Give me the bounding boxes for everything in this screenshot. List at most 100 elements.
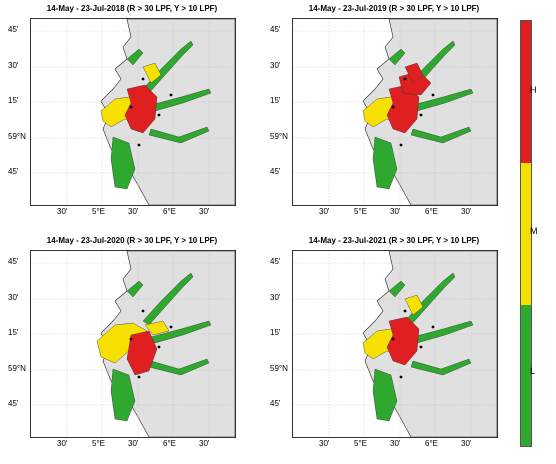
lat-tick-label: 30' — [8, 61, 19, 70]
lat-tick-label: 45' — [8, 399, 19, 408]
panel-title: 14-May - 23-Jul-2020 (R > 30 LPF, Y > 10… — [46, 236, 218, 245]
lat-tick-label: 15' — [8, 328, 19, 337]
lon-tick-label: 5°E — [92, 439, 105, 448]
risk-area-medium-north — [144, 320, 170, 336]
lon-tick-label: 30' — [199, 439, 210, 448]
farm-marker — [169, 93, 173, 97]
lon-tick-label: 6°E — [425, 207, 438, 216]
fjord-arm-east — [150, 320, 212, 344]
colorbar-segment-h — [521, 21, 531, 163]
farm-marker — [169, 325, 173, 329]
farm-marker — [129, 337, 133, 341]
map-frame — [30, 250, 236, 438]
farm-marker — [403, 77, 407, 81]
fjord-arm-northwest — [126, 280, 144, 298]
lat-tick-label: 15' — [270, 328, 281, 337]
lon-tick-label: 5°E — [354, 207, 367, 216]
map-svg — [31, 19, 235, 205]
farm-marker — [399, 375, 403, 379]
lat-tick-label: 59°N — [8, 132, 26, 141]
lon-tick-label: 30' — [319, 439, 330, 448]
fjord-arm-southeast — [410, 358, 472, 376]
farm-marker — [391, 337, 395, 341]
fjord-arm-north — [404, 272, 456, 326]
lon-tick-label: 30' — [199, 207, 210, 216]
fjord-arm-south — [110, 136, 136, 190]
colorbar-segment-m — [521, 163, 531, 305]
lon-tick-label: 30' — [57, 439, 68, 448]
fjord-arm-northwest — [388, 280, 406, 298]
lat-tick-label: 45' — [270, 167, 281, 176]
lat-tick-label: 45' — [270, 399, 281, 408]
risk-area-medium-arm — [404, 294, 424, 316]
fjord-arm-northwest — [126, 48, 144, 66]
panel-title: 14-May - 23-Jul-2018 (R > 30 LPF, Y > 10… — [46, 4, 218, 13]
lon-tick-label: 30' — [128, 439, 139, 448]
panel-title: 14-May - 23-Jul-2021 (R > 30 LPF, Y > 10… — [308, 236, 480, 245]
fjord-arm-north — [142, 272, 194, 326]
lat-tick-label: 15' — [8, 96, 19, 105]
risk-area-high — [386, 316, 420, 366]
colorbar-label-m: M — [530, 226, 538, 236]
farm-marker — [157, 113, 161, 117]
map-panel-3: 14-May - 23-Jul-2020 (R > 30 LPF, Y > 10… — [0, 232, 260, 462]
fjord-arm-south — [372, 368, 398, 422]
lon-tick-label: 30' — [57, 207, 68, 216]
lat-tick-label: 45' — [270, 257, 281, 266]
panel-title: 14-May - 23-Jul-2019 (R > 30 LPF, Y > 10… — [308, 4, 480, 13]
lat-tick-label: 59°N — [270, 364, 288, 373]
farm-marker — [141, 77, 145, 81]
farm-marker — [403, 309, 407, 313]
lat-tick-label: 30' — [8, 293, 19, 302]
lon-tick-label: 6°E — [163, 439, 176, 448]
map-svg — [31, 251, 235, 437]
map-svg — [293, 251, 497, 437]
colorbar-segment-l — [521, 305, 531, 446]
risk-area-high-arm — [404, 62, 424, 84]
risk-area-high — [126, 330, 158, 376]
colorbar-label-h: H — [530, 85, 537, 95]
map-panel-4: 14-May - 23-Jul-2021 (R > 30 LPF, Y > 10… — [262, 232, 522, 462]
lon-tick-label: 30' — [461, 207, 472, 216]
lat-tick-label: 45' — [270, 25, 281, 34]
colorbar-label-l: L — [530, 366, 536, 376]
lon-tick-label: 6°E — [163, 207, 176, 216]
lat-tick-label: 59°N — [8, 364, 26, 373]
farm-marker — [419, 113, 423, 117]
lat-tick-label: 59°N — [270, 132, 288, 141]
farm-marker — [431, 93, 435, 97]
farm-marker — [399, 143, 403, 147]
lon-tick-label: 30' — [390, 207, 401, 216]
map-frame — [292, 250, 498, 438]
lon-tick-label: 6°E — [425, 439, 438, 448]
lat-tick-label: 45' — [8, 25, 19, 34]
lon-tick-label: 5°E — [354, 439, 367, 448]
fjord-arm-southeast — [410, 126, 472, 144]
lon-tick-label: 30' — [461, 439, 472, 448]
farm-marker — [141, 309, 145, 313]
fjord-arm-north — [142, 40, 194, 94]
lat-tick-label: 15' — [270, 96, 281, 105]
lon-tick-label: 30' — [128, 207, 139, 216]
farm-marker — [431, 325, 435, 329]
farm-marker — [419, 345, 423, 349]
map-svg — [293, 19, 497, 205]
lon-tick-label: 5°E — [92, 207, 105, 216]
farm-marker — [157, 345, 161, 349]
farm-marker — [137, 143, 141, 147]
map-frame — [292, 18, 498, 206]
risk-area-high — [124, 84, 158, 134]
fjord-arm-northwest — [388, 48, 406, 66]
map-panel-1: 14-May - 23-Jul-2018 (R > 30 LPF, Y > 10… — [0, 0, 260, 230]
fjord-arm-southeast — [148, 126, 210, 144]
map-frame — [30, 18, 236, 206]
fjord-arm-south — [372, 136, 398, 190]
lon-tick-label: 30' — [319, 207, 330, 216]
lat-tick-label: 45' — [8, 167, 19, 176]
lat-tick-label: 30' — [270, 61, 281, 70]
lat-tick-label: 30' — [270, 293, 281, 302]
lat-tick-label: 45' — [8, 257, 19, 266]
farm-marker — [391, 105, 395, 109]
fjord-arm-south — [110, 368, 136, 422]
risk-area-medium-arm — [142, 62, 162, 84]
